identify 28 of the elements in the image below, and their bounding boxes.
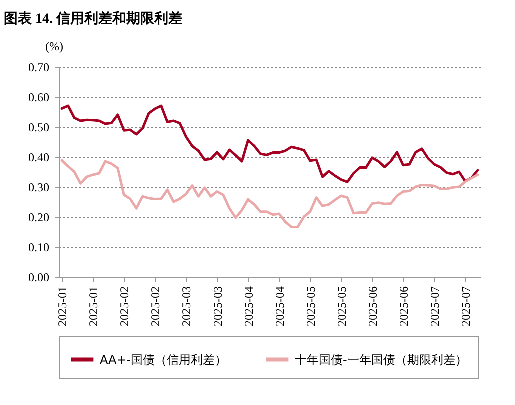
x-tick-label: 2025-06 <box>396 286 411 326</box>
x-tick-label: 2025-04 <box>242 286 256 326</box>
y-tick-label: 0.50 <box>28 120 50 134</box>
x-tick-label: 2025-06 <box>366 286 380 326</box>
y-tick-label: 0.60 <box>28 90 50 104</box>
x-tick-label: 2025-05 <box>334 286 349 326</box>
x-tick-label: 2025-01 <box>86 286 101 326</box>
y-tick-label: 0.40 <box>28 150 50 164</box>
line-series <box>60 104 480 184</box>
y-axis-title: (%) <box>46 40 64 54</box>
x-tick-label: 2025-07 <box>458 286 473 326</box>
line-series <box>60 159 480 228</box>
legend-label: 十年国债-一年国债（期限利差） <box>295 352 468 367</box>
y-tick-label: 0.10 <box>28 240 50 254</box>
x-tick-label: 2025-04 <box>272 286 287 326</box>
y-tick-label: 0.30 <box>28 180 50 194</box>
x-tick-label: 2025-07 <box>428 286 442 326</box>
x-tick-label: 2025-02 <box>118 286 132 326</box>
chart-title: 图表 14. 信用利差和期限利差 <box>4 11 182 27</box>
x-tick-label: 2025-03 <box>210 286 225 326</box>
x-tick-label: 2025-01 <box>56 286 70 326</box>
x-tick-label: 2025-05 <box>304 286 318 326</box>
legend-label: AA+-国债（信用利差） <box>100 352 228 367</box>
x-tick-label: 2025-02 <box>148 286 163 326</box>
x-tick-label: 2025-03 <box>180 286 194 326</box>
y-tick-label: 0.00 <box>28 270 50 284</box>
y-tick-label: 0.20 <box>28 210 50 224</box>
y-tick-label: 0.70 <box>28 60 50 74</box>
